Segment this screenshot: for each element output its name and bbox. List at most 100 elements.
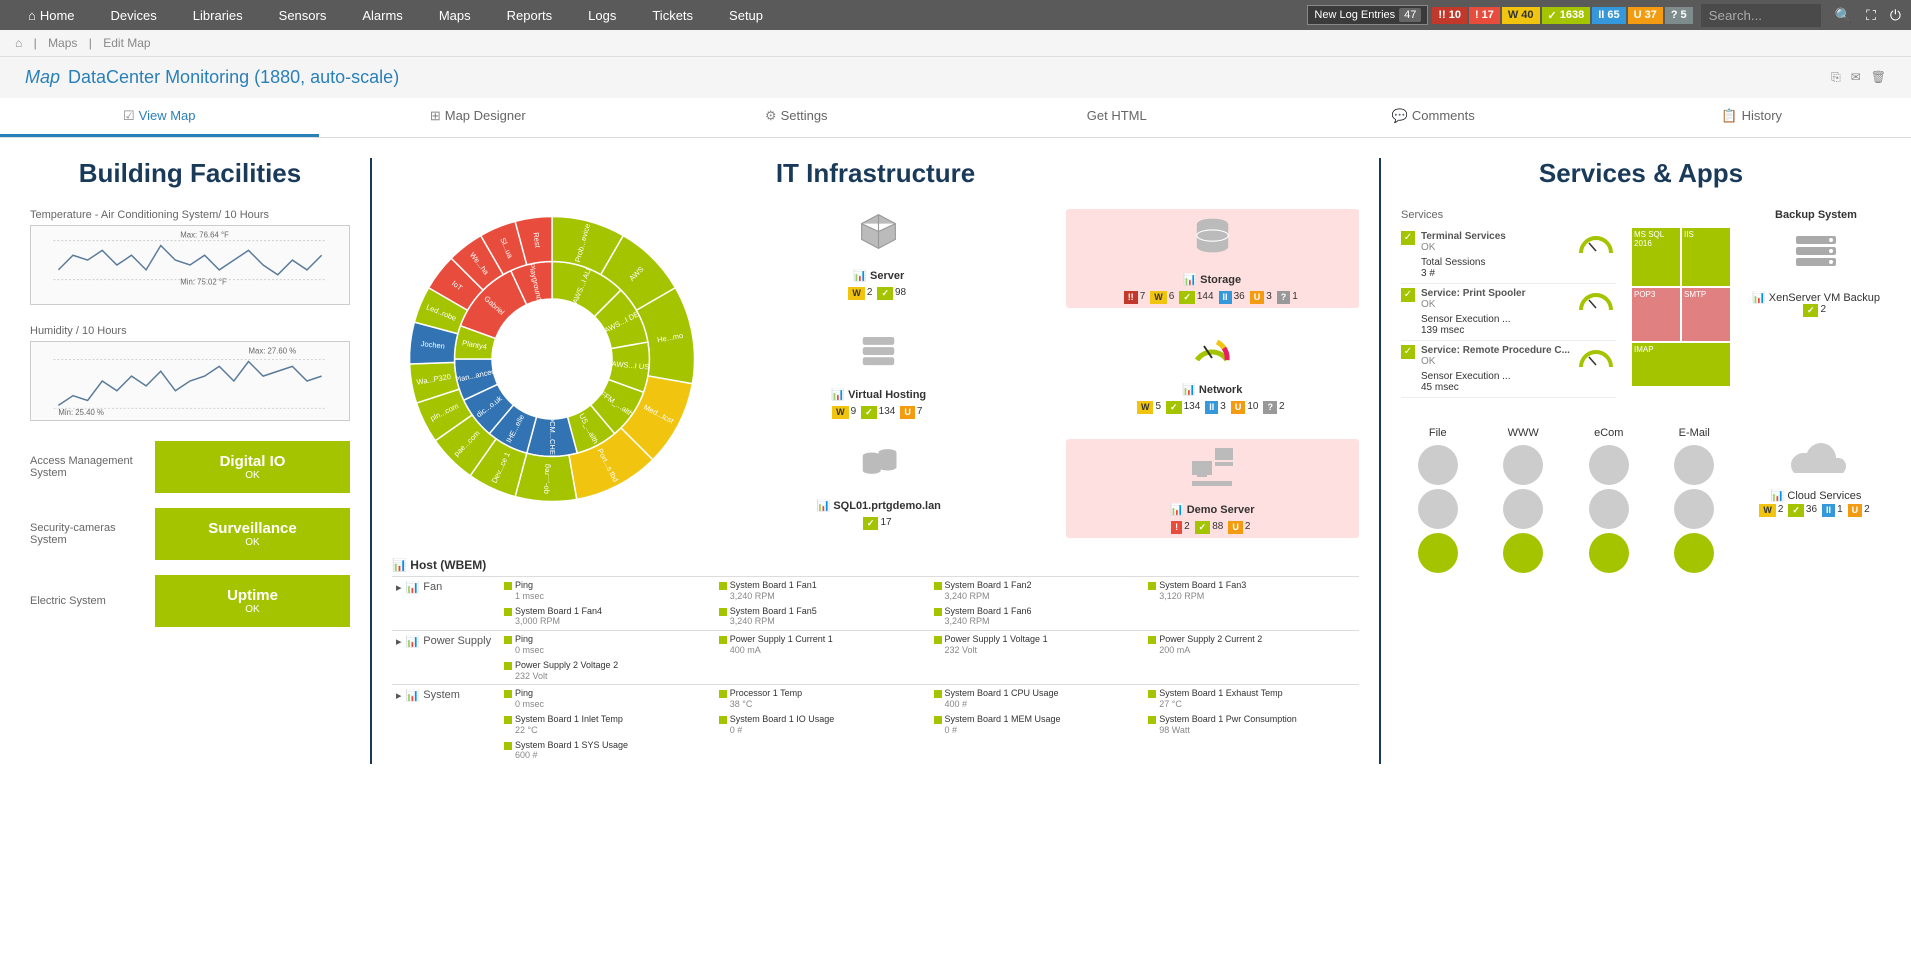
- search-icon[interactable]: 🔍: [1835, 7, 1852, 24]
- status-badge[interactable]: W40: [1502, 7, 1540, 24]
- svg-text:Rest: Rest: [531, 232, 542, 249]
- treemap-cell[interactable]: IMAP: [1631, 342, 1731, 387]
- host-cell[interactable]: System Board 1 Pwr Consumption98 Watt: [1146, 713, 1359, 737]
- nav-alarms[interactable]: Alarms: [344, 0, 420, 30]
- breadcrumb-edit[interactable]: Edit Map: [103, 36, 150, 50]
- nav-sensors[interactable]: Sensors: [261, 0, 345, 30]
- nav-libraries[interactable]: Libraries: [175, 0, 261, 30]
- treemap-cell[interactable]: POP3: [1631, 287, 1681, 342]
- tab-history[interactable]: 📋History: [1593, 98, 1911, 137]
- status-badge[interactable]: !17: [1469, 7, 1500, 24]
- traffic-e-mail[interactable]: E-Mail: [1658, 427, 1732, 577]
- service-item[interactable]: ✓ Service: Remote Procedure C...OK Senso…: [1401, 341, 1616, 398]
- breadcrumb: ⌂ | Maps | Edit Map: [0, 30, 1911, 57]
- status-badge[interactable]: U37: [1628, 7, 1663, 24]
- device-sql01-prtgdemo-lan[interactable]: 📊 SQL01.prtgdemo.lan ✓17: [732, 439, 1026, 538]
- host-cell[interactable]: System Board 1 Fan53,240 RPM: [717, 605, 930, 629]
- host-cell[interactable]: Power Supply 2 Voltage 2232 Volt: [502, 659, 715, 683]
- nav-maps[interactable]: Maps: [421, 0, 489, 30]
- host-cell[interactable]: System Board 1 Fan23,240 RPM: [932, 579, 1145, 603]
- new-log-entries[interactable]: New Log Entries 47: [1307, 5, 1428, 25]
- export-icon[interactable]: ⎘: [1831, 70, 1841, 85]
- search-input[interactable]: [1701, 4, 1821, 27]
- status-badge[interactable]: !!10: [1432, 7, 1467, 24]
- status-block[interactable]: UptimeOK: [155, 575, 350, 627]
- power-icon[interactable]: ⏻: [1890, 7, 1901, 24]
- humidity-chart: Max: 27.60 % Min: 25.40 %: [30, 341, 350, 421]
- tab-map-designer[interactable]: ⊞Map Designer: [319, 98, 638, 137]
- treemap-cell[interactable]: SMTP: [1681, 287, 1731, 342]
- sunburst-chart: AWS...I AUAWS...I DEAWS...I USFFM_...alt…: [392, 209, 712, 512]
- host-cell[interactable]: System Board 1 Fan13,240 RPM: [717, 579, 930, 603]
- nav-logs[interactable]: Logs: [570, 0, 634, 30]
- status-label: Electric System: [30, 595, 140, 607]
- services-treemap: MS SQL 2016IISPOP3SMTPIMAP: [1631, 227, 1731, 407]
- traffic-file[interactable]: File: [1401, 427, 1475, 577]
- device-server[interactable]: 📊 Server W2✓98: [732, 209, 1026, 308]
- host-cell[interactable]: Ping1 msec: [502, 579, 715, 603]
- host-cell[interactable]: Power Supply 1 Voltage 1232 Volt: [932, 633, 1145, 657]
- svg-text:Min: 75.02 °F: Min: 75.02 °F: [180, 278, 227, 287]
- device-storage[interactable]: 📊 Storage !!7W6✓144II36U3?1: [1066, 209, 1360, 308]
- home-icon: ⌂: [28, 8, 36, 23]
- host-cell[interactable]: Power Supply 1 Current 1400 mA: [717, 633, 930, 657]
- temp-chart-label: Temperature - Air Conditioning System/ 1…: [30, 209, 350, 221]
- section-title-facilities: Building Facilities: [30, 158, 350, 189]
- traffic-ecom[interactable]: eCom: [1572, 427, 1646, 577]
- svg-text:Max: 27.60 %: Max: 27.60 %: [248, 347, 296, 356]
- svg-text:Min: 25.40 %: Min: 25.40 %: [58, 408, 104, 417]
- tabs: ☑View Map⊞Map Designer⚙SettingsGet HTML💬…: [0, 98, 1911, 138]
- treemap-cell[interactable]: MS SQL 2016: [1631, 227, 1681, 287]
- host-cell[interactable]: Ping0 msec: [502, 687, 715, 711]
- section-title-services: Services & Apps: [1401, 158, 1881, 189]
- status-badge[interactable]: ✓1638: [1542, 7, 1591, 24]
- host-cell[interactable]: Ping0 msec: [502, 633, 715, 657]
- fullscreen-icon[interactable]: ⛶: [1866, 7, 1876, 24]
- nav-setup[interactable]: Setup: [711, 0, 781, 30]
- device-demo-server[interactable]: 📊 Demo Server !2✓88U2: [1066, 439, 1360, 538]
- nav-home[interactable]: ⌂Home: [10, 0, 93, 30]
- delete-icon[interactable]: 🗑: [1871, 70, 1886, 85]
- traffic-www[interactable]: WWW: [1487, 427, 1561, 577]
- host-cell[interactable]: System Board 1 SYS Usage600 #: [502, 739, 715, 763]
- device-network[interactable]: 📊 Network W5✓134II3U10?2: [1066, 328, 1360, 419]
- svg-text:Max: 76.64 °F: Max: 76.64 °F: [180, 231, 229, 240]
- status-badge[interactable]: ?5: [1665, 7, 1693, 24]
- host-cell[interactable]: System Board 1 Fan63,240 RPM: [932, 605, 1145, 629]
- host-group-power-supply: ▸📊Power SupplyPing0 msecPower Supply 1 C…: [392, 630, 1359, 684]
- tab-comments[interactable]: 💬Comments: [1274, 98, 1593, 137]
- temperature-chart: Max: 76.64 °F Min: 75.02 °F: [30, 225, 350, 305]
- host-cell[interactable]: System Board 1 CPU Usage400 #: [932, 687, 1145, 711]
- nav-devices[interactable]: Devices: [93, 0, 175, 30]
- host-group-system: ▸📊SystemPing0 msecProcessor 1 Temp38 °CS…: [392, 684, 1359, 764]
- host-cell[interactable]: System Board 1 Inlet Temp22 °C: [502, 713, 715, 737]
- breadcrumb-maps[interactable]: Maps: [48, 36, 77, 50]
- breadcrumb-home[interactable]: ⌂: [15, 36, 22, 50]
- host-cell[interactable]: System Board 1 MEM Usage0 #: [932, 713, 1145, 737]
- host-cell[interactable]: Processor 1 Temp38 °C: [717, 687, 930, 711]
- host-cell[interactable]: System Board 1 Fan33,120 RPM: [1146, 579, 1359, 603]
- tab-settings[interactable]: ⚙Settings: [637, 98, 956, 137]
- host-cell[interactable]: System Board 1 IO Usage0 #: [717, 713, 930, 737]
- backup-server-icon: [1751, 231, 1881, 281]
- section-title-infra: IT Infrastructure: [392, 158, 1359, 189]
- nav-tickets[interactable]: Tickets: [634, 0, 711, 30]
- host-cell[interactable]: System Board 1 Exhaust Temp27 °C: [1146, 687, 1359, 711]
- status-badge[interactable]: II65: [1592, 7, 1625, 24]
- status-block[interactable]: SurveillanceOK: [155, 508, 350, 560]
- service-item[interactable]: ✓ Terminal ServicesOK Total Sessions3 #: [1401, 227, 1616, 284]
- log-entries-count: 47: [1399, 8, 1421, 22]
- status-block[interactable]: Digital IOOK: [155, 441, 350, 493]
- humid-chart-label: Humidity / 10 Hours: [30, 325, 350, 337]
- host-cell[interactable]: Power Supply 2 Current 2200 mA: [1146, 633, 1359, 657]
- device-virtual-hosting[interactable]: 📊 Virtual Hosting W9✓134U7: [732, 328, 1026, 419]
- host-table: ▸📊FanPing1 msecSystem Board 1 Fan13,240 …: [392, 576, 1359, 764]
- treemap-cell[interactable]: IIS: [1681, 227, 1731, 287]
- host-cell[interactable]: System Board 1 Fan43,000 RPM: [502, 605, 715, 629]
- tab-view-map[interactable]: ☑View Map: [0, 98, 319, 137]
- host-group-fan: ▸📊FanPing1 msecSystem Board 1 Fan13,240 …: [392, 576, 1359, 630]
- mail-icon[interactable]: ✉: [1851, 70, 1861, 85]
- tab-get-html[interactable]: Get HTML: [956, 98, 1275, 137]
- nav-reports[interactable]: Reports: [489, 0, 571, 30]
- service-item[interactable]: ✓ Service: Print SpoolerOK Sensor Execut…: [1401, 284, 1616, 341]
